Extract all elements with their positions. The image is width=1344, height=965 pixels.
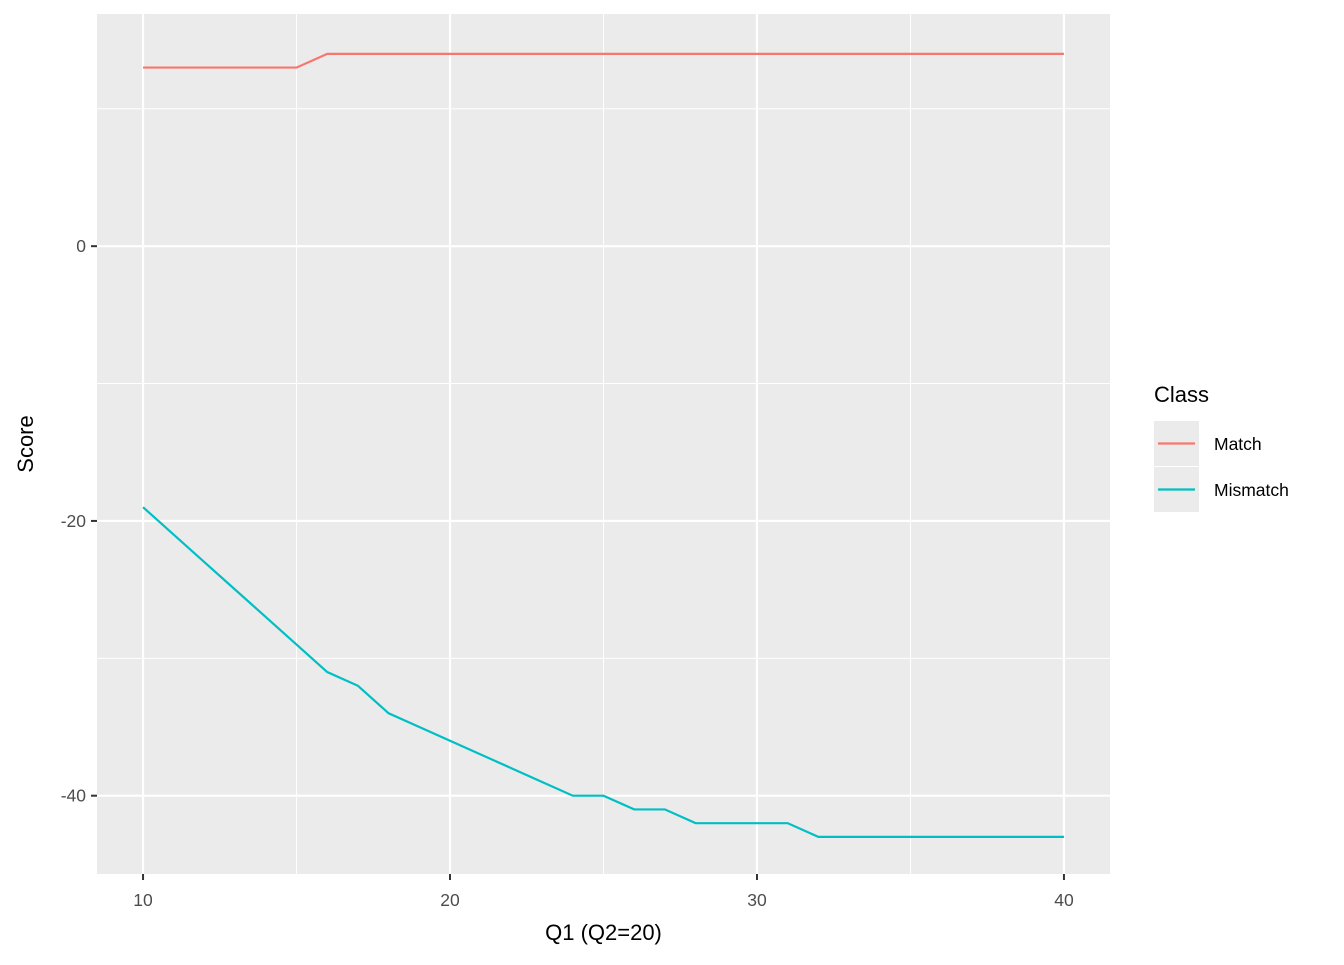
series-line-match: [143, 52, 1064, 69]
minor-gridlines: [97, 14, 1110, 874]
series-line-mismatch: [142, 506, 1064, 839]
y-tick-label: -20: [61, 511, 87, 531]
legend-label: Mismatch: [1214, 480, 1289, 500]
x-axis: 10 20 30 40: [133, 874, 1074, 910]
legend: Class Match Mismatch: [1154, 382, 1289, 512]
x-tick-label: 20: [440, 890, 460, 910]
x-tick-label: 40: [1054, 890, 1074, 910]
x-tick-label: 30: [747, 890, 767, 910]
series-lines: [142, 52, 1064, 839]
x-tick-label: 10: [133, 890, 153, 910]
y-axis: 0 -20 -40: [61, 236, 97, 806]
legend-label: Match: [1214, 434, 1262, 454]
y-tick-label: -40: [61, 786, 87, 806]
x-axis-label: Q1 (Q2=20): [545, 920, 662, 945]
legend-title: Class: [1154, 382, 1209, 407]
y-axis-label: Score: [13, 415, 38, 472]
major-gridlines: [97, 14, 1110, 874]
y-tick-label: 0: [76, 236, 86, 256]
